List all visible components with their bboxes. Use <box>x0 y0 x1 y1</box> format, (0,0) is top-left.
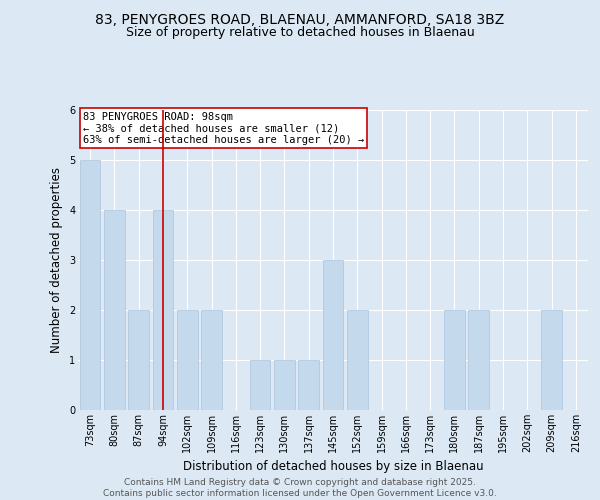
Text: Size of property relative to detached houses in Blaenau: Size of property relative to detached ho… <box>125 26 475 39</box>
Text: 83, PENYGROES ROAD, BLAENAU, AMMANFORD, SA18 3BZ: 83, PENYGROES ROAD, BLAENAU, AMMANFORD, … <box>95 12 505 26</box>
Bar <box>323 260 343 410</box>
Text: 83 PENYGROES ROAD: 98sqm
← 38% of detached houses are smaller (12)
63% of semi-d: 83 PENYGROES ROAD: 98sqm ← 38% of detach… <box>83 112 364 144</box>
Text: Contains HM Land Registry data © Crown copyright and database right 2025.
Contai: Contains HM Land Registry data © Crown c… <box>103 478 497 498</box>
Bar <box>80 160 100 410</box>
X-axis label: Distribution of detached houses by size in Blaenau: Distribution of detached houses by size … <box>182 460 484 473</box>
Bar <box>541 310 562 410</box>
Bar <box>177 310 197 410</box>
Bar <box>104 210 125 410</box>
Y-axis label: Number of detached properties: Number of detached properties <box>50 167 64 353</box>
Bar <box>128 310 149 410</box>
Bar <box>347 310 368 410</box>
Bar <box>298 360 319 410</box>
Bar <box>152 210 173 410</box>
Bar <box>250 360 271 410</box>
Bar <box>274 360 295 410</box>
Bar <box>469 310 489 410</box>
Bar <box>201 310 222 410</box>
Bar <box>444 310 465 410</box>
